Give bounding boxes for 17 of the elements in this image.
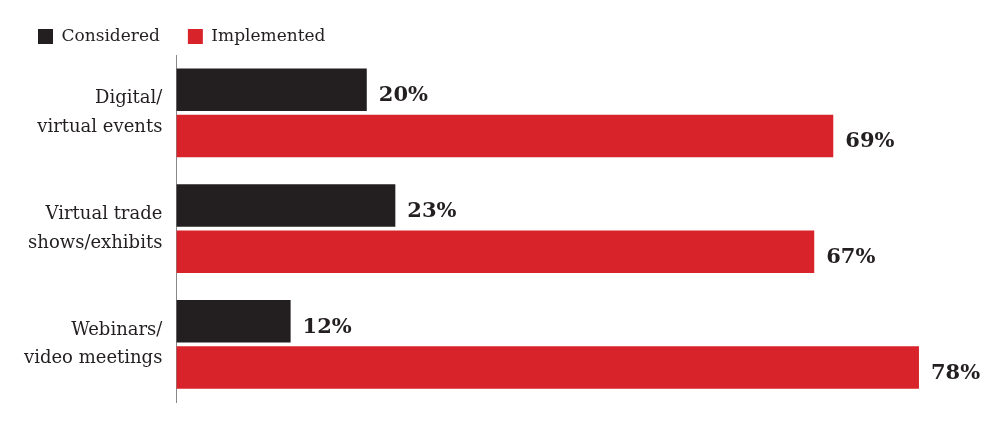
data-label: 20% xyxy=(378,81,428,107)
legend-label: Implemented xyxy=(211,24,326,45)
data-label: 78% xyxy=(930,358,981,384)
bar xyxy=(176,299,291,343)
bar xyxy=(176,68,367,112)
bar xyxy=(176,184,396,227)
legend-label: Considered xyxy=(61,24,160,45)
data-label: 12% xyxy=(302,312,352,338)
data-label: 67% xyxy=(826,243,876,269)
bar xyxy=(176,346,919,389)
y-tick-label: Virtual trade shows/exhibits xyxy=(28,201,163,252)
y-tick-label: Digital/ virtual events xyxy=(36,86,164,136)
data-label: 23% xyxy=(407,196,457,222)
y-tick-label: Webinars/ video meetings xyxy=(23,317,164,368)
data-label: 69% xyxy=(845,127,895,153)
bar xyxy=(176,230,815,274)
bar xyxy=(176,114,834,158)
